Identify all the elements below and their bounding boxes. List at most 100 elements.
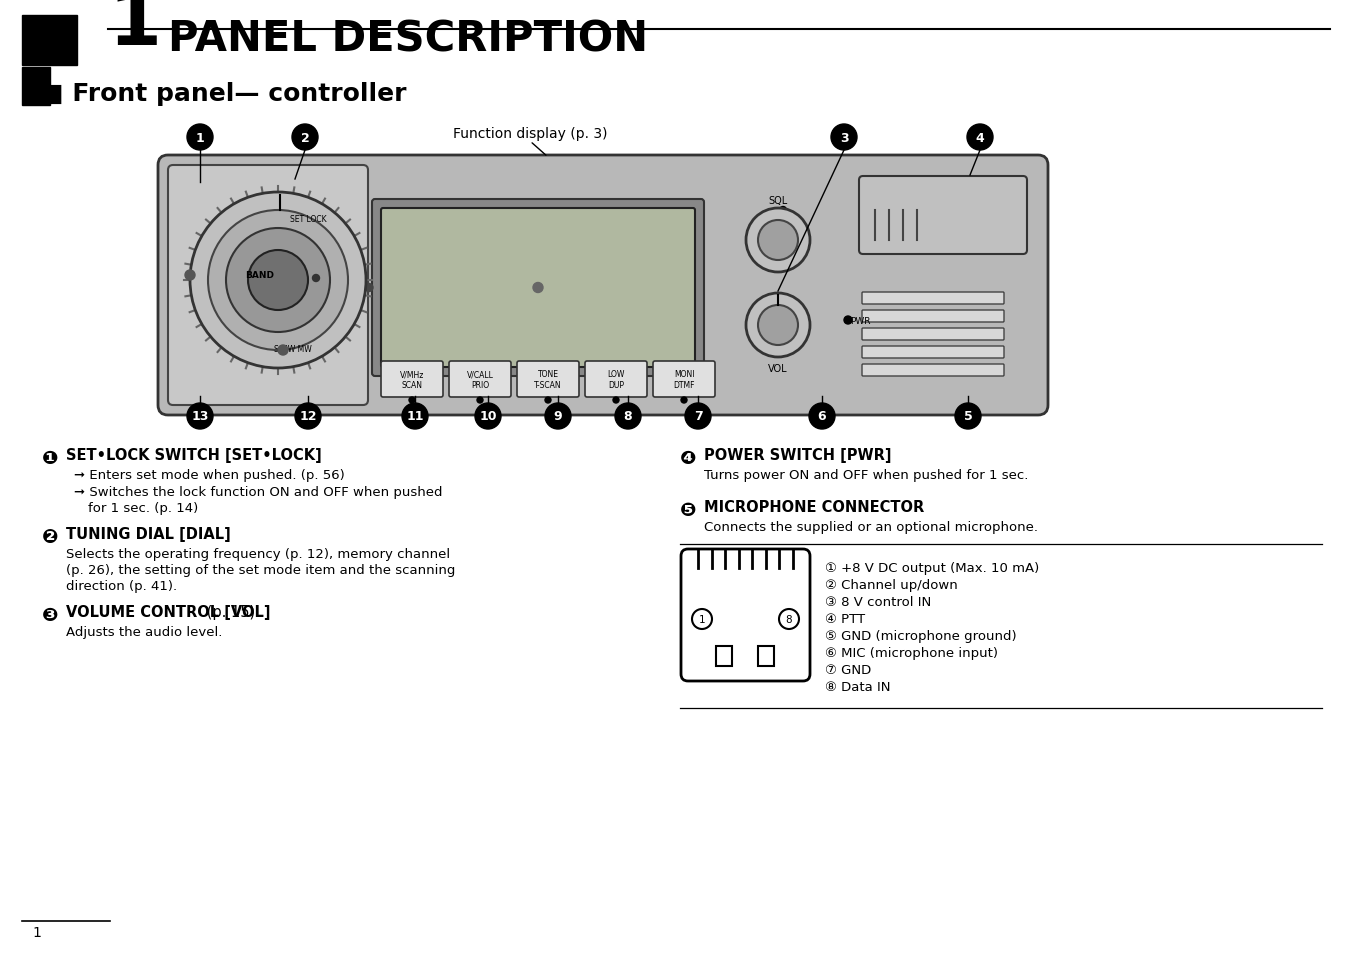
Text: ③ 8 V control IN: ③ 8 V control IN bbox=[825, 596, 932, 608]
Text: V/CALL
PRIO: V/CALL PRIO bbox=[466, 370, 493, 389]
Text: ❶: ❶ bbox=[42, 449, 58, 468]
Text: 4: 4 bbox=[976, 132, 984, 144]
Text: SET LOCK: SET LOCK bbox=[289, 214, 326, 223]
Circle shape bbox=[187, 125, 214, 151]
Circle shape bbox=[955, 403, 982, 430]
Circle shape bbox=[746, 294, 810, 357]
Text: 1: 1 bbox=[108, 0, 161, 61]
Circle shape bbox=[312, 275, 319, 282]
Text: Function display (p. 3): Function display (p. 3) bbox=[453, 127, 607, 141]
Text: 10: 10 bbox=[479, 410, 496, 423]
Text: VOL: VOL bbox=[768, 364, 788, 374]
Text: 8: 8 bbox=[786, 615, 792, 624]
Text: 3: 3 bbox=[840, 132, 848, 144]
Text: Selects the operating frequency (p. 12), memory channel: Selects the operating frequency (p. 12),… bbox=[66, 547, 450, 560]
Circle shape bbox=[780, 208, 787, 214]
Text: 9: 9 bbox=[554, 410, 562, 423]
Text: ④ PTT: ④ PTT bbox=[825, 613, 865, 625]
Text: 13: 13 bbox=[192, 410, 208, 423]
FancyBboxPatch shape bbox=[585, 361, 648, 397]
FancyBboxPatch shape bbox=[158, 156, 1048, 416]
Text: ❹: ❹ bbox=[680, 449, 696, 468]
Text: ② Channel up/down: ② Channel up/down bbox=[825, 578, 957, 592]
Text: 7: 7 bbox=[694, 410, 703, 423]
Circle shape bbox=[967, 125, 992, 151]
Circle shape bbox=[844, 316, 852, 325]
Text: 11: 11 bbox=[406, 410, 423, 423]
FancyBboxPatch shape bbox=[863, 329, 1005, 340]
Circle shape bbox=[685, 403, 711, 430]
Text: ➞ Switches the lock function ON and OFF when pushed: ➞ Switches the lock function ON and OFF … bbox=[74, 485, 442, 498]
Text: PWR: PWR bbox=[850, 316, 871, 325]
Circle shape bbox=[292, 125, 318, 151]
Text: MICROPHONE CONNECTOR: MICROPHONE CONNECTOR bbox=[704, 499, 925, 515]
Circle shape bbox=[746, 209, 810, 273]
Circle shape bbox=[758, 306, 798, 346]
Text: V/MHz
SCAN: V/MHz SCAN bbox=[400, 370, 425, 389]
Text: ⑥ MIC (microphone input): ⑥ MIC (microphone input) bbox=[825, 646, 998, 659]
Polygon shape bbox=[717, 646, 731, 666]
Circle shape bbox=[533, 283, 544, 294]
Text: POWER SWITCH [PWR]: POWER SWITCH [PWR] bbox=[704, 448, 891, 462]
FancyBboxPatch shape bbox=[516, 361, 579, 397]
Circle shape bbox=[402, 403, 429, 430]
Circle shape bbox=[410, 397, 415, 403]
Circle shape bbox=[681, 397, 687, 403]
FancyBboxPatch shape bbox=[863, 311, 1005, 323]
Text: SET•LOCK SWITCH [SET•LOCK]: SET•LOCK SWITCH [SET•LOCK] bbox=[66, 448, 322, 462]
Text: 6: 6 bbox=[818, 410, 826, 423]
FancyBboxPatch shape bbox=[653, 361, 715, 397]
Text: BAND: BAND bbox=[246, 272, 274, 280]
FancyBboxPatch shape bbox=[681, 550, 810, 681]
Circle shape bbox=[831, 125, 857, 151]
Text: Connects the supplied or an optional microphone.: Connects the supplied or an optional mic… bbox=[704, 520, 1038, 534]
Bar bbox=[22, 16, 77, 66]
Circle shape bbox=[779, 609, 799, 629]
FancyBboxPatch shape bbox=[372, 200, 704, 376]
Circle shape bbox=[758, 221, 798, 261]
Polygon shape bbox=[758, 646, 773, 666]
Text: ❷: ❷ bbox=[42, 527, 58, 546]
Text: 5: 5 bbox=[964, 410, 972, 423]
Circle shape bbox=[612, 397, 619, 403]
Circle shape bbox=[279, 346, 288, 355]
FancyBboxPatch shape bbox=[863, 365, 1005, 376]
Text: 8: 8 bbox=[623, 410, 633, 423]
Text: TONE
T-SCAN: TONE T-SCAN bbox=[534, 370, 562, 389]
Circle shape bbox=[545, 403, 571, 430]
Text: (p. 26), the setting of the set mode item and the scanning: (p. 26), the setting of the set mode ite… bbox=[66, 563, 456, 577]
Text: PANEL DESCRIPTION: PANEL DESCRIPTION bbox=[168, 19, 648, 61]
Text: 1: 1 bbox=[32, 925, 41, 939]
FancyBboxPatch shape bbox=[168, 166, 368, 406]
Text: ⑧ Data IN: ⑧ Data IN bbox=[825, 680, 891, 693]
Text: 2: 2 bbox=[300, 132, 310, 144]
Text: for 1 sec. (p. 14): for 1 sec. (p. 14) bbox=[88, 501, 199, 515]
Text: (p. 15): (p. 15) bbox=[201, 604, 256, 619]
Circle shape bbox=[208, 211, 347, 351]
Circle shape bbox=[692, 609, 713, 629]
Text: S.MW MW: S.MW MW bbox=[274, 344, 312, 354]
Text: direction (p. 41).: direction (p. 41). bbox=[66, 579, 177, 593]
Circle shape bbox=[226, 229, 330, 333]
Text: Turns power ON and OFF when pushed for 1 sec.: Turns power ON and OFF when pushed for 1… bbox=[704, 469, 1029, 481]
Text: ❸: ❸ bbox=[42, 605, 58, 624]
Text: MONI
DTMF: MONI DTMF bbox=[673, 370, 695, 389]
FancyBboxPatch shape bbox=[449, 361, 511, 397]
Circle shape bbox=[365, 284, 373, 293]
Circle shape bbox=[808, 403, 836, 430]
Circle shape bbox=[191, 193, 366, 369]
Text: LOW
DUP: LOW DUP bbox=[607, 370, 625, 389]
Circle shape bbox=[475, 403, 502, 430]
FancyBboxPatch shape bbox=[863, 293, 1005, 305]
Circle shape bbox=[247, 251, 308, 311]
Text: 1: 1 bbox=[699, 615, 706, 624]
Text: TUNING DIAL [DIAL]: TUNING DIAL [DIAL] bbox=[66, 526, 231, 541]
Text: VOLUME CONTROL [VOL]: VOLUME CONTROL [VOL] bbox=[66, 604, 270, 619]
Circle shape bbox=[615, 403, 641, 430]
Text: ① +8 V DC output (Max. 10 mA): ① +8 V DC output (Max. 10 mA) bbox=[825, 561, 1040, 575]
FancyBboxPatch shape bbox=[863, 347, 1005, 358]
Text: 12: 12 bbox=[299, 410, 316, 423]
Text: ⑦ GND: ⑦ GND bbox=[825, 663, 871, 677]
Circle shape bbox=[187, 403, 214, 430]
Text: SQL: SQL bbox=[768, 195, 788, 206]
